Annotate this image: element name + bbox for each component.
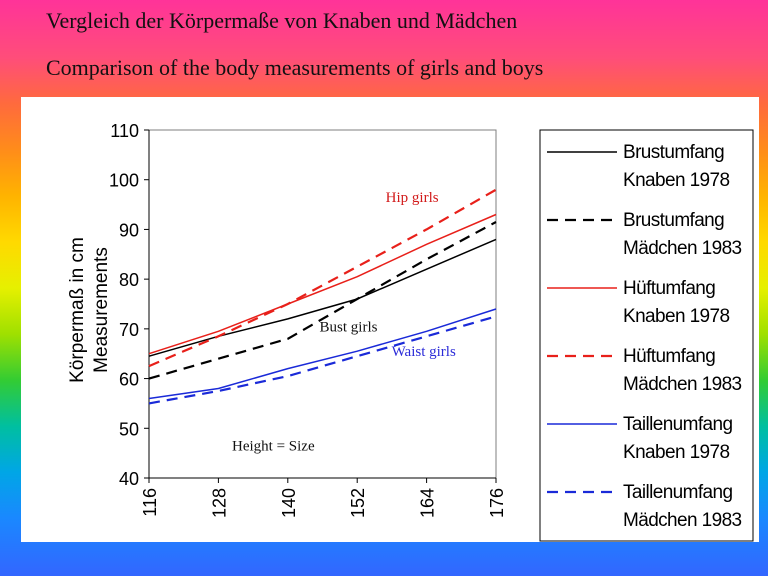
legend-label: Mädchen 1983 [623, 510, 742, 531]
annotation-label: Waist girls [392, 344, 456, 360]
legend-label: Knaben 1978 [623, 306, 729, 327]
y-tick-label: 100 [109, 171, 139, 191]
legend-label: Hüftumfang [623, 278, 715, 299]
x-tick-label: 116 [140, 488, 160, 517]
chart-title-english: Comparison of the body measurements of g… [46, 55, 544, 80]
series-line-2 [148, 221, 497, 380]
x-tick-label: 140 [279, 488, 299, 518]
x-tick-label: 164 [418, 488, 438, 518]
series-line-1 [148, 238, 497, 357]
chart-title-german: Vergleich der Körpermaße von Knaben und … [46, 8, 518, 33]
y-tick-label: 60 [119, 370, 139, 390]
y-axis-label-english: Measurements [91, 247, 112, 373]
annotation-label: Height = Size [232, 439, 315, 455]
series-line-3 [148, 213, 497, 355]
legend: Brustumfang Knaben 1978 Brustumfang Mädchen… [539, 129, 754, 542]
line-chart: Körpermaß in cm Measurements 40 50 60 70 80 9… [67, 121, 754, 542]
series-line-5 [148, 308, 497, 400]
y-tick-label: 90 [119, 220, 139, 240]
series-line-4 [148, 188, 497, 368]
x-tick-label: 128 [209, 488, 229, 518]
y-tick-label: 80 [119, 270, 139, 290]
y-tick-label: 110 [110, 121, 139, 141]
y-axis-label: Körpermaß in cm [67, 237, 88, 383]
legend-label: Mädchen 1983 [623, 238, 742, 259]
legend-label: Knaben 1978 [623, 442, 729, 463]
plot-area: 40 50 60 70 80 90 100 110 116 128 140 152 164 176 Hip … [109, 121, 507, 518]
legend-label: Brustumfang [623, 142, 724, 163]
y-tick-label: 40 [119, 469, 139, 489]
legend-box [539, 129, 754, 542]
chart-panel: Körpermaß in cm Measurements 40 50 60 70 80 9… [21, 97, 759, 542]
plot-frame [148, 129, 497, 479]
legend-label: Mädchen 1983 [623, 374, 742, 395]
legend-label: Taillenumfang [623, 414, 732, 435]
y-tick-label: 70 [119, 320, 139, 340]
legend-label: Hüftumfang [623, 346, 715, 367]
annotation-label: Bust girls [320, 319, 378, 335]
legend-label: Taillenumfang [623, 482, 732, 503]
x-tick-label: 176 [487, 488, 507, 518]
y-tick-label: 50 [119, 419, 139, 439]
x-tick-label: 152 [348, 488, 368, 518]
series-line-6 [148, 315, 497, 405]
legend-label: Knaben 1978 [623, 170, 729, 191]
legend-label: Brustumfang [623, 210, 724, 231]
annotation-label: Hip girls [386, 190, 439, 206]
